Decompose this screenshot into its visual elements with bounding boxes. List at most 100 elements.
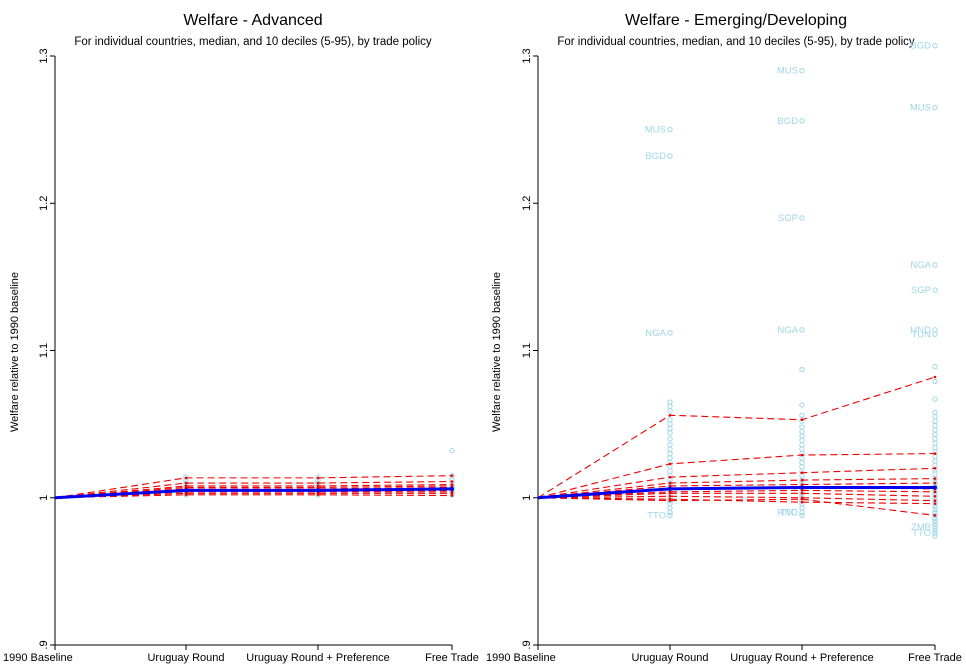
country-point (799, 437, 805, 444)
country-label: BGD (645, 151, 666, 162)
y-axis-label: Welfare relative to 1990 baseline (491, 272, 503, 432)
decile-marker (668, 462, 672, 466)
country-label: MUS (645, 125, 666, 136)
decile-marker (933, 481, 937, 485)
country-point (667, 408, 673, 414)
y-tick-label: .9 (38, 640, 50, 649)
x-tick-label: Uruguay Round (147, 652, 224, 664)
country-point (799, 366, 805, 373)
decile-marker (450, 474, 454, 477)
country-point (932, 378, 938, 385)
country-point (667, 509, 673, 516)
decile-marker (933, 477, 937, 480)
country-point (932, 444, 938, 451)
country-label: TUN (911, 329, 931, 340)
median-marker (933, 485, 937, 490)
country-label: BGD (910, 41, 931, 52)
country-point (667, 512, 673, 519)
decile-marker (933, 499, 937, 502)
decile-marker (316, 481, 320, 485)
country-point (449, 447, 455, 454)
country-point (667, 450, 673, 457)
decile-line (54, 475, 453, 499)
decile-marker (933, 490, 937, 494)
country-point (932, 418, 938, 424)
country-point (932, 518, 938, 525)
country-point (932, 422, 938, 429)
panel-advanced: Welfare - Advanced For individual countr… (3, 12, 479, 664)
country-point (667, 500, 673, 507)
decile-marker (184, 481, 188, 485)
country-point (667, 153, 673, 159)
country-point (799, 433, 805, 439)
country-point (667, 330, 673, 336)
country-point (932, 262, 938, 268)
country-label: SGP (911, 285, 931, 296)
country-point (667, 436, 673, 442)
country-point (932, 480, 938, 486)
x-tick-label: 1990 Baseline (486, 652, 556, 664)
panel-emerging-developing: Welfare - Emerging/Developing For indivi… (486, 12, 962, 664)
decile-marker (668, 494, 672, 498)
country-point (932, 431, 938, 438)
country-point (932, 524, 938, 530)
country-point (799, 509, 805, 516)
y-tick-label: .9 (521, 640, 533, 649)
country-point (799, 442, 805, 448)
country-label: ZMB (911, 522, 931, 533)
country-point (667, 430, 673, 436)
x-tick-label: Free Trade (908, 652, 962, 664)
country-point (667, 425, 673, 432)
panel-subtitle: For individual countries, median, and 10… (557, 36, 915, 48)
decile-line (537, 495, 936, 502)
country-point (667, 417, 673, 423)
country-point (183, 474, 189, 480)
country-label: HND (910, 325, 931, 336)
decile-marker (800, 489, 804, 492)
decile-line (537, 497, 936, 516)
country-point (932, 530, 938, 536)
decile-marker (800, 418, 804, 422)
decile-marker (800, 500, 804, 504)
decile-marker (668, 499, 672, 502)
y-axis-label: Welfare relative to 1990 baseline (9, 272, 21, 432)
decile-marker (800, 453, 804, 457)
decile-marker (800, 492, 804, 495)
country-point (667, 442, 673, 448)
country-point (932, 527, 938, 533)
decile-marker (800, 497, 804, 501)
x-tick-label: Uruguay Round (631, 652, 708, 664)
decile-marker (668, 492, 672, 495)
panel-title: Welfare - Advanced (183, 12, 322, 29)
country-point (932, 396, 938, 402)
decile-line (537, 467, 936, 499)
decile-line (54, 485, 453, 499)
country-point (932, 331, 938, 338)
x-tick-label: Uruguay Round + Preference (246, 652, 389, 664)
country-point (932, 436, 938, 442)
country-label: BGD (777, 116, 798, 127)
decile-line (537, 492, 936, 499)
country-point (799, 446, 805, 452)
panel-subtitle: For individual countries, median, and 10… (74, 36, 432, 48)
decile-marker (668, 475, 672, 479)
country-point (799, 459, 805, 466)
decile-marker (184, 493, 188, 497)
country-label: MUS (777, 66, 798, 77)
x-tick-label: Uruguay Round + Preference (730, 652, 873, 664)
country-point (799, 215, 805, 221)
country-point (932, 287, 938, 293)
country-point (799, 402, 805, 408)
y-tick-label: 1 (38, 495, 50, 501)
country-point (799, 505, 805, 511)
country-label: TTO (779, 507, 798, 518)
decile-line (537, 376, 936, 499)
decile-marker (316, 476, 320, 480)
country-point (932, 414, 938, 420)
country-label: NGA (777, 325, 798, 336)
median-marker (450, 486, 454, 491)
country-point (932, 453, 938, 460)
y-tick-label: 1.3 (38, 48, 50, 63)
median-line (537, 485, 935, 500)
decile-marker (933, 452, 937, 455)
